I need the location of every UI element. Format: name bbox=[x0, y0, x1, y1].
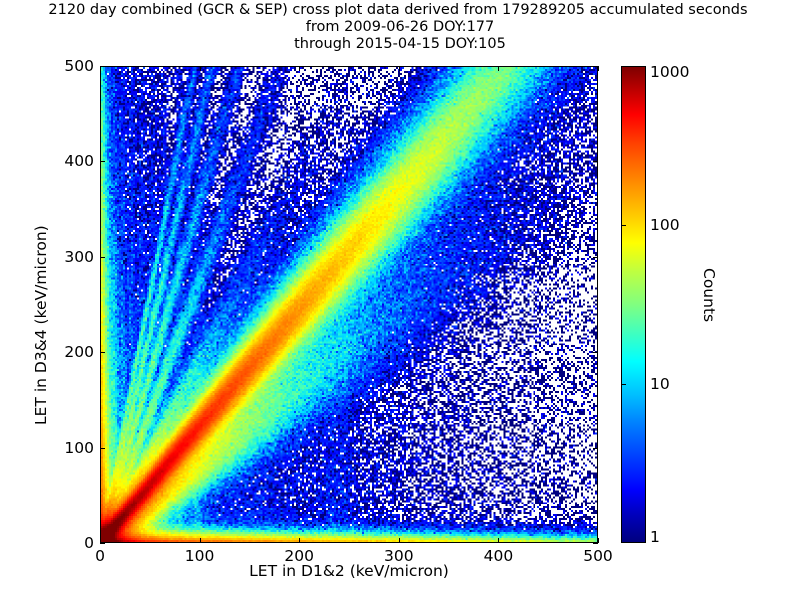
plot-area bbox=[100, 66, 598, 543]
colorbar-title: Counts bbox=[700, 268, 718, 323]
chart-title-line-3: through 2015-04-15 DOY:105 bbox=[294, 36, 506, 52]
colorbar-tick-label: 100 bbox=[650, 216, 680, 234]
y-tick-mark-right bbox=[593, 161, 598, 163]
x-tick-mark bbox=[199, 538, 201, 543]
x-tick-label: 0 bbox=[95, 547, 105, 565]
x-tick-mark bbox=[398, 538, 400, 543]
chart-title: 2120 day combined (GCR & SEP) cross plot… bbox=[0, 2, 800, 53]
y-tick-label: 100 bbox=[64, 438, 94, 457]
x-tick-label: 100 bbox=[184, 547, 215, 565]
y-tick-mark-right bbox=[593, 256, 598, 258]
y-tick-mark bbox=[100, 447, 105, 449]
y-axis-title: LET in D3&4 (keV/micron) bbox=[32, 225, 50, 425]
y-tick-label: 0 bbox=[84, 534, 94, 552]
x-tick-label: 400 bbox=[483, 547, 514, 565]
y-tick-label: 500 bbox=[64, 57, 94, 75]
y-tick-mark bbox=[100, 161, 105, 163]
y-tick-label: 300 bbox=[64, 247, 94, 266]
x-tick-mark bbox=[498, 538, 500, 543]
x-tick-mark-top bbox=[598, 66, 599, 71]
colorbar-tick-label: 1000 bbox=[650, 63, 690, 81]
heatmap-canvas bbox=[101, 67, 597, 542]
y-tick-mark-right bbox=[593, 352, 598, 354]
y-tick-mark bbox=[100, 66, 105, 67]
x-axis-title: LET in D1&2 (keV/micron) bbox=[249, 562, 449, 580]
x-tick-label: 200 bbox=[284, 547, 314, 565]
x-tick-mark-top bbox=[498, 66, 500, 71]
x-tick-mark-top bbox=[299, 66, 301, 71]
y-tick-mark bbox=[100, 543, 105, 544]
colorbar-tick-label: 1 bbox=[650, 528, 660, 546]
y-tick-mark bbox=[100, 352, 105, 354]
colorbar-tick-label: 10 bbox=[650, 375, 670, 393]
x-tick-label: 300 bbox=[384, 547, 414, 565]
y-tick-mark-right bbox=[593, 447, 598, 449]
chart-title-line-2: from 2009-06-26 DOY:177 bbox=[305, 19, 495, 35]
x-tick-mark bbox=[598, 538, 599, 543]
y-tick-label: 200 bbox=[64, 343, 94, 362]
y-tick-mark-right bbox=[593, 66, 598, 67]
x-tick-mark-top bbox=[199, 66, 201, 71]
y-tick-mark bbox=[100, 256, 105, 258]
colorbar bbox=[621, 66, 646, 543]
colorbar-tick-mark bbox=[621, 225, 626, 226]
x-tick-label: 500 bbox=[583, 547, 613, 565]
y-tick-label: 400 bbox=[64, 152, 94, 171]
x-tick-mark bbox=[100, 538, 101, 543]
x-tick-mark-top bbox=[398, 66, 400, 71]
chart-title-line-1: 2120 day combined (GCR & SEP) cross plot… bbox=[48, 2, 748, 18]
colorbar-tick-mark bbox=[621, 384, 626, 385]
y-tick-mark-right bbox=[593, 543, 598, 544]
x-tick-mark bbox=[299, 538, 301, 543]
x-tick-mark-top bbox=[100, 66, 101, 71]
